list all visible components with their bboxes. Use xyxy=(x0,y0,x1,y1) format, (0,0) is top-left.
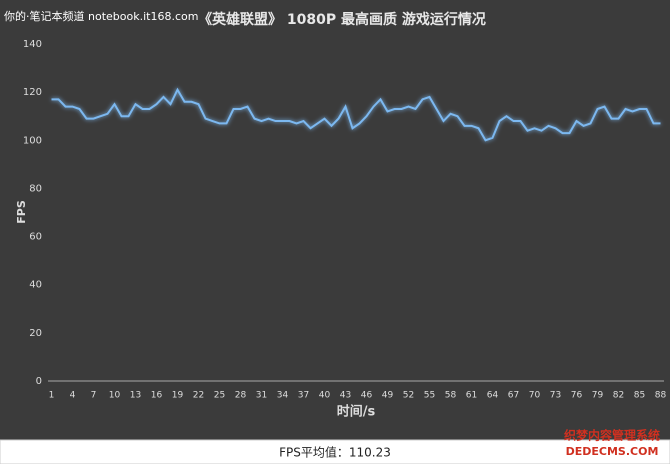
x-axis-label: 时间/s xyxy=(337,404,376,420)
x-tick-label: 46 xyxy=(361,391,373,401)
y-tick-label: 120 xyxy=(23,87,42,98)
x-tick-label: 52 xyxy=(403,391,414,401)
x-tick-label: 31 xyxy=(256,391,267,401)
x-tick-label: 85 xyxy=(634,391,645,401)
y-tick-label: 80 xyxy=(29,183,42,194)
x-tick-label: 16 xyxy=(151,391,163,401)
x-tick-label: 19 xyxy=(172,391,184,401)
x-tick-label: 22 xyxy=(193,391,204,401)
x-tick-label: 76 xyxy=(571,391,583,401)
x-tick-label: 25 xyxy=(214,391,225,401)
x-tick-label: 28 xyxy=(235,391,247,401)
footer-text: FPS平均值：110.23 xyxy=(279,445,391,460)
x-tick-label: 43 xyxy=(340,391,351,401)
y-tick-label: 20 xyxy=(29,328,42,339)
x-tick-label: 10 xyxy=(109,391,121,401)
x-tick-label: 82 xyxy=(613,391,624,401)
x-tick-label: 37 xyxy=(298,391,309,401)
x-tick-label: 58 xyxy=(445,391,457,401)
x-tick-label: 67 xyxy=(508,391,519,401)
footer-background xyxy=(0,439,670,464)
x-tick-label: 70 xyxy=(529,391,541,401)
watermark: 你的·笔记本频道 notebook.it168.com xyxy=(4,9,198,23)
x-tick-label: 88 xyxy=(655,391,667,401)
watermark: 织梦内容管理系统 xyxy=(564,428,660,443)
x-tick-label: 79 xyxy=(592,391,604,401)
data-line xyxy=(51,87,661,142)
y-tick-label: 0 xyxy=(36,376,42,387)
y-tick-label: 100 xyxy=(23,135,42,146)
x-tick-label: 4 xyxy=(70,391,76,401)
y-tick-label: 140 xyxy=(23,39,42,50)
x-tick-label: 64 xyxy=(487,391,499,401)
chart-background xyxy=(0,0,670,440)
x-tick-label: 1 xyxy=(49,391,55,401)
x-tick-label: 7 xyxy=(91,391,97,401)
y-axis-label: FPS xyxy=(15,200,28,224)
x-tick-label: 55 xyxy=(424,391,435,401)
x-tick-label: 49 xyxy=(382,391,394,401)
chart-title: 《英雄联盟》 1080P 最高画质 游戏运行情况 xyxy=(198,11,486,28)
x-tick-label: 13 xyxy=(130,391,141,401)
x-tick-label: 34 xyxy=(277,391,289,401)
x-tick-label: 73 xyxy=(550,391,561,401)
x-tick-label: 40 xyxy=(319,391,331,401)
x-tick-label: 61 xyxy=(466,391,477,401)
watermark: DEDECMS.COM xyxy=(566,445,659,458)
y-tick-label: 40 xyxy=(29,280,42,291)
y-tick-label: 60 xyxy=(29,232,42,243)
